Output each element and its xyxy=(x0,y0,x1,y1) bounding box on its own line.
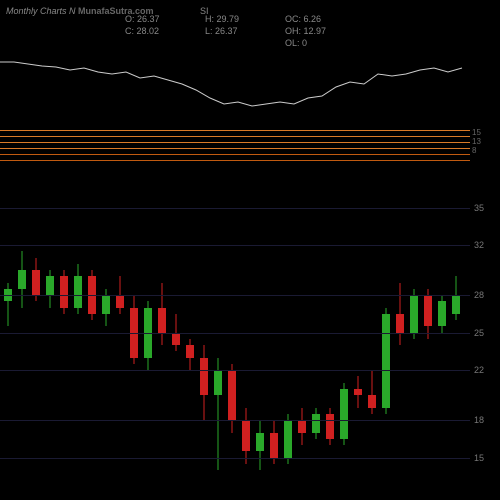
stat-oc: OC: 6.26 xyxy=(285,14,321,24)
indicator-panel xyxy=(0,32,470,130)
candle-body xyxy=(200,358,208,396)
candle xyxy=(382,195,390,495)
candle-body xyxy=(312,414,320,433)
candle-body xyxy=(116,295,124,308)
grid-line xyxy=(0,295,470,296)
candle-body xyxy=(438,301,446,326)
y-axis-label: 15 xyxy=(474,453,484,463)
y-axis-label: 22 xyxy=(474,365,484,375)
candle-body xyxy=(298,420,306,433)
candle xyxy=(102,195,110,495)
band-line xyxy=(0,142,470,143)
candle xyxy=(312,195,320,495)
grid-line xyxy=(0,245,470,246)
band-line xyxy=(0,136,470,137)
candle-body xyxy=(74,276,82,307)
candle xyxy=(158,195,166,495)
band-label: 15 xyxy=(472,128,481,137)
candle-body xyxy=(32,270,40,295)
band-label: 13 xyxy=(472,137,481,146)
candle-body xyxy=(46,276,54,295)
candle-body xyxy=(326,414,334,439)
candle-body xyxy=(410,295,418,333)
candle xyxy=(396,195,404,495)
candle xyxy=(18,195,26,495)
candle xyxy=(452,195,460,495)
title-left: Monthly Charts N xyxy=(6,6,76,16)
candle-body xyxy=(172,333,180,346)
candle xyxy=(368,195,376,495)
candle-body xyxy=(396,314,404,333)
candle xyxy=(74,195,82,495)
grid-line xyxy=(0,458,470,459)
candle xyxy=(340,195,348,495)
candle xyxy=(4,195,12,495)
candle xyxy=(326,195,334,495)
candle-body xyxy=(424,295,432,326)
grid-line xyxy=(0,333,470,334)
candle xyxy=(46,195,54,495)
candle xyxy=(284,195,292,495)
candle-body xyxy=(382,314,390,408)
candle-body xyxy=(158,308,166,333)
candle xyxy=(354,195,362,495)
y-axis-label: 28 xyxy=(474,290,484,300)
candle-body xyxy=(354,389,362,395)
candle-body xyxy=(60,276,68,307)
candle xyxy=(410,195,418,495)
candle xyxy=(116,195,124,495)
candle-body xyxy=(270,433,278,458)
band-line xyxy=(0,160,470,161)
candle xyxy=(298,195,306,495)
stat-open: O: 26.37 xyxy=(125,14,160,24)
grid-line xyxy=(0,208,470,209)
candle xyxy=(200,195,208,495)
candle xyxy=(144,195,152,495)
band-line xyxy=(0,130,470,131)
candle-body xyxy=(102,295,110,314)
candle xyxy=(32,195,40,495)
candle-body xyxy=(186,345,194,358)
candle-body xyxy=(284,420,292,458)
candle-body xyxy=(340,389,348,439)
band-label: 8 xyxy=(472,146,481,155)
candle xyxy=(438,195,446,495)
candle xyxy=(214,195,222,495)
candle-body xyxy=(256,433,264,452)
candle-body xyxy=(228,370,236,420)
stat-high: H: 29.79 xyxy=(205,14,239,24)
candle-body xyxy=(452,295,460,314)
candle xyxy=(60,195,68,495)
y-axis-label: 18 xyxy=(474,415,484,425)
indicator-line-chart xyxy=(0,32,470,130)
band-line xyxy=(0,148,470,149)
candle-body xyxy=(368,395,376,408)
candle xyxy=(130,195,138,495)
candle xyxy=(270,195,278,495)
price-panel xyxy=(0,195,470,495)
candle xyxy=(186,195,194,495)
candle xyxy=(242,195,250,495)
grid-line xyxy=(0,370,470,371)
y-axis-label: 32 xyxy=(474,240,484,250)
candle xyxy=(88,195,96,495)
y-axis-label: 25 xyxy=(474,328,484,338)
separator-band xyxy=(0,130,470,164)
candle xyxy=(172,195,180,495)
grid-line xyxy=(0,420,470,421)
band-axis-labels: 15138 xyxy=(472,128,481,155)
candle-body xyxy=(18,270,26,289)
candle-body xyxy=(214,370,222,395)
candle xyxy=(424,195,432,495)
candle-body xyxy=(242,420,250,451)
band-line xyxy=(0,154,470,155)
chart-header: Monthly Charts N MunafaSutra.com SI xyxy=(0,4,500,32)
candle xyxy=(228,195,236,495)
y-axis-label: 35 xyxy=(474,203,484,213)
candle xyxy=(256,195,264,495)
